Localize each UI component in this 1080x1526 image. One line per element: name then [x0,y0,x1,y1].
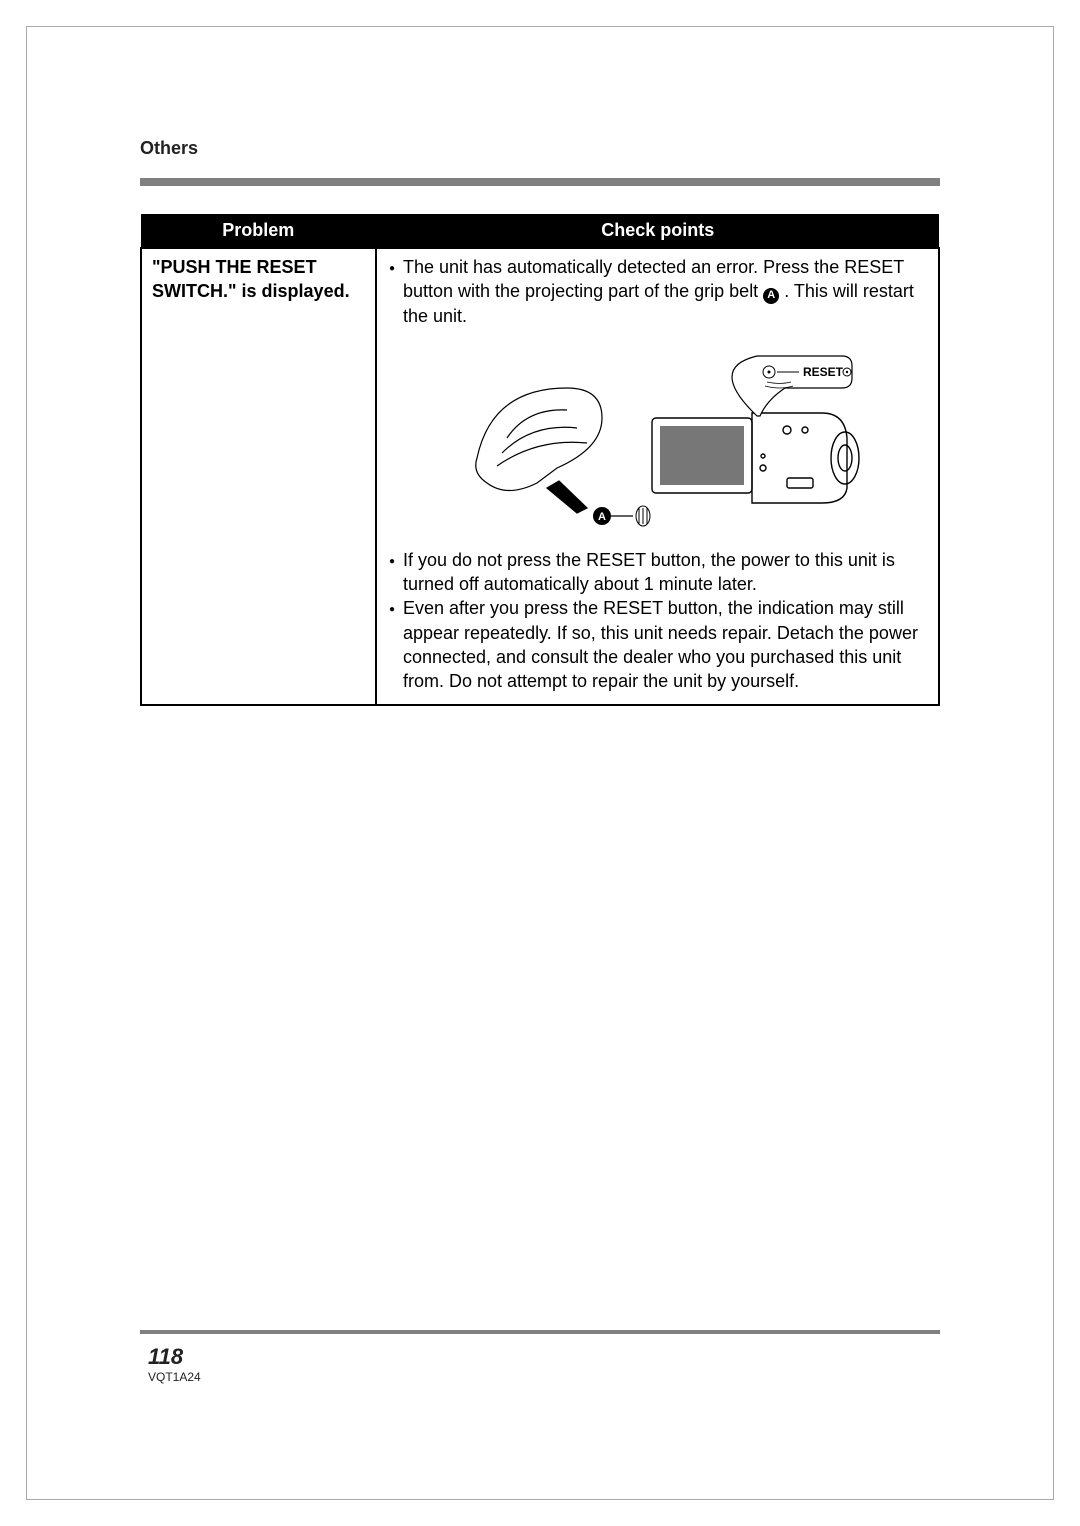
bullet-dot-icon [387,596,397,693]
problem-cell: "PUSH THE RESET SWITCH." is displayed. [141,248,376,705]
svg-text:A: A [599,511,607,523]
bullet-2: If you do not press the RESET button, th… [387,548,928,597]
troubleshoot-table: Problem Check points "PUSH THE RESET SWI… [140,214,940,706]
bullet-dot-icon [387,255,397,328]
top-divider [140,178,940,186]
reset-diagram-svg: A [447,338,867,538]
col-header-problem: Problem [141,214,376,248]
reset-diagram: A [387,338,928,538]
bullet-3-text: Even after you press the RESET button, t… [403,596,928,693]
check-cell: The unit has automatically detected an e… [376,248,939,705]
bullet-1: The unit has automatically detected an e… [387,255,928,328]
page-number: 118 [148,1344,183,1370]
doc-code: VQT1A24 [148,1370,201,1384]
bottom-divider [140,1330,940,1334]
marker-a-icon: A [763,288,779,304]
section-title: Others [140,138,940,159]
reset-label: RESET [803,365,844,379]
bullet-dot-icon [387,548,397,597]
bullet-2-text: If you do not press the RESET button, th… [403,548,928,597]
bullet-3: Even after you press the RESET button, t… [387,596,928,693]
bullet-1-text: The unit has automatically detected an e… [403,255,928,328]
col-header-check: Check points [376,214,939,248]
